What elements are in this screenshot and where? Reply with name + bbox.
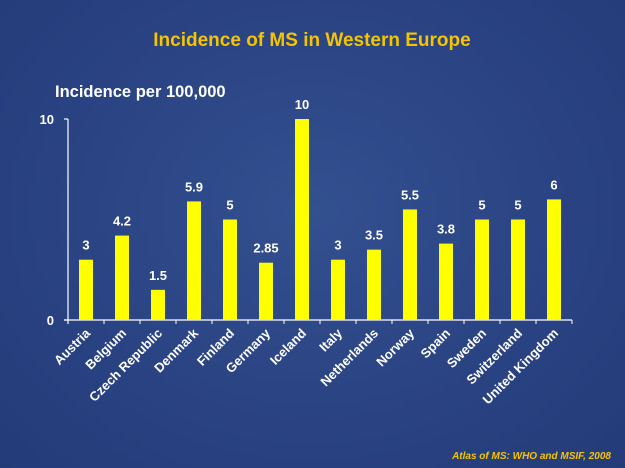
bar	[403, 209, 417, 320]
data-label: 3	[82, 238, 89, 253]
bar	[295, 119, 309, 320]
data-label: 2.85	[253, 241, 278, 256]
bars-group	[79, 119, 561, 320]
data-label: 6	[550, 177, 557, 192]
category-label: Italy	[316, 325, 346, 355]
source-note: Atlas of MS: WHO and MSIF, 2008	[451, 451, 611, 462]
data-label: 3.5	[365, 228, 383, 243]
data-label: 5.5	[401, 187, 419, 202]
bar	[223, 219, 237, 320]
y-axis-label: Incidence per 100,000	[55, 83, 226, 101]
data-label: 3	[334, 238, 341, 253]
bar	[547, 199, 561, 320]
data-label: 4.2	[113, 214, 131, 229]
data-label: 10	[295, 97, 309, 112]
data-label: 5	[226, 198, 233, 213]
bar	[511, 219, 525, 320]
bar	[259, 262, 273, 320]
category-label: Iceland	[267, 325, 309, 367]
y-tick-label: 0	[47, 313, 54, 328]
bar	[475, 219, 489, 320]
category-label: Norway	[373, 325, 417, 369]
bar	[331, 259, 345, 320]
value-labels-group: 3 4.2 1.5 5.9 5 2.85 10 3 3.5 5.5 3.8 5 5 6	[82, 97, 557, 283]
bar	[79, 259, 93, 320]
chart-title: Incidence of MS in Western Europe	[153, 30, 470, 51]
data-label: 5	[514, 198, 521, 213]
data-label: 5	[478, 198, 485, 213]
bar	[115, 235, 129, 320]
y-tick-label: 10	[40, 112, 54, 127]
bar	[187, 201, 201, 320]
data-label: 3.8	[437, 222, 455, 237]
bar	[367, 249, 381, 320]
bar	[439, 243, 453, 320]
bar	[151, 289, 165, 320]
data-label: 5.9	[185, 179, 203, 194]
data-label: 1.5	[149, 268, 167, 283]
